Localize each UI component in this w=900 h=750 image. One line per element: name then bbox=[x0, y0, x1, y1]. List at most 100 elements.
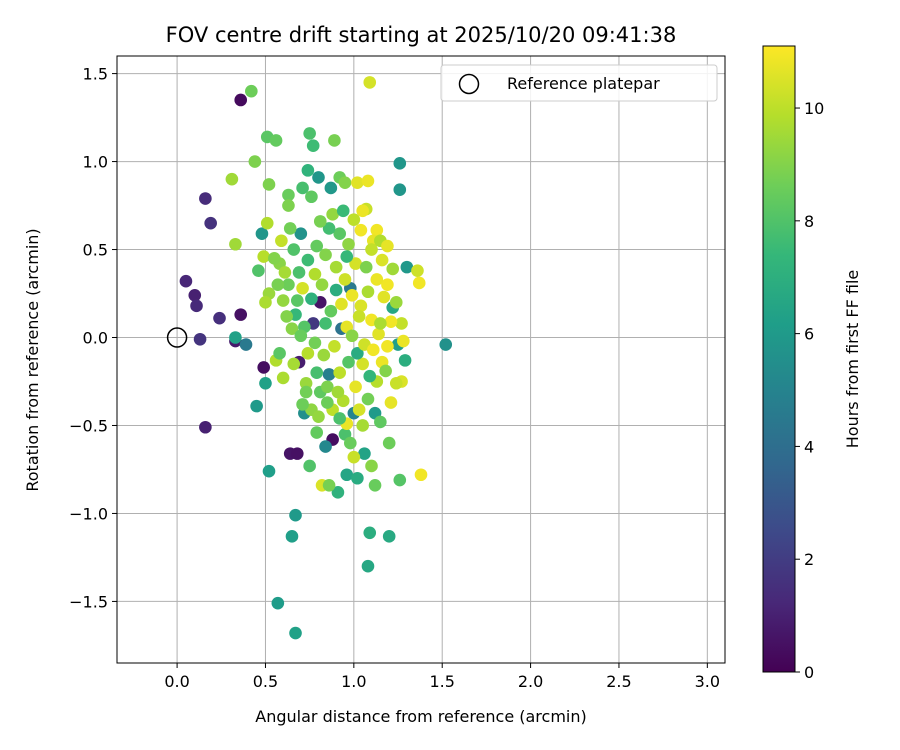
data-point bbox=[333, 366, 346, 379]
data-point bbox=[324, 304, 338, 318]
data-point bbox=[328, 340, 341, 353]
data-point bbox=[319, 440, 332, 453]
data-point bbox=[340, 468, 354, 482]
data-point bbox=[351, 347, 364, 360]
data-point bbox=[312, 410, 325, 423]
data-point bbox=[271, 596, 285, 610]
data-point bbox=[324, 181, 338, 195]
data-point bbox=[354, 299, 368, 313]
data-point bbox=[400, 260, 414, 274]
data-point bbox=[308, 336, 322, 350]
data-point bbox=[338, 273, 352, 286]
colorbar-tick-label: 8 bbox=[804, 212, 814, 231]
data-point bbox=[255, 227, 269, 241]
colorbar-ticks: 0 2 4 6 8 10 bbox=[795, 99, 824, 682]
data-point bbox=[356, 204, 369, 218]
data-point bbox=[310, 239, 324, 253]
data-point bbox=[395, 317, 408, 330]
data-point bbox=[331, 385, 345, 399]
data-point bbox=[303, 459, 316, 473]
data-point bbox=[289, 626, 302, 640]
data-point bbox=[250, 399, 263, 413]
data-point bbox=[366, 343, 380, 357]
data-point bbox=[262, 178, 276, 191]
data-point bbox=[386, 262, 400, 276]
data-point bbox=[411, 264, 424, 277]
data-point bbox=[276, 371, 290, 385]
data-point bbox=[393, 157, 407, 170]
data-point bbox=[351, 471, 364, 485]
data-point bbox=[285, 322, 299, 336]
data-point bbox=[229, 331, 242, 344]
data-point bbox=[381, 278, 394, 292]
data-point bbox=[313, 215, 327, 228]
data-point bbox=[361, 559, 375, 573]
data-point bbox=[299, 376, 313, 390]
data-point bbox=[331, 486, 345, 499]
data-point bbox=[257, 361, 270, 374]
data-point bbox=[282, 188, 295, 202]
colorbar-gradient bbox=[762, 45, 796, 673]
data-point bbox=[199, 192, 212, 205]
data-point bbox=[289, 508, 302, 522]
data-point bbox=[322, 368, 336, 381]
data-point bbox=[278, 266, 292, 279]
data-point bbox=[359, 260, 373, 274]
data-point bbox=[308, 267, 322, 281]
data-point bbox=[273, 347, 286, 360]
data-point bbox=[356, 419, 369, 432]
data-point bbox=[358, 447, 371, 460]
data-point bbox=[276, 294, 290, 307]
data-point bbox=[329, 283, 343, 297]
data-point bbox=[381, 340, 394, 353]
legend-marker-icon bbox=[458, 73, 480, 95]
data-point bbox=[393, 473, 407, 487]
data-point bbox=[349, 257, 362, 270]
data-point bbox=[361, 285, 375, 299]
data-point bbox=[321, 396, 334, 409]
data-point bbox=[179, 274, 193, 288]
data-point bbox=[260, 216, 274, 230]
data-point bbox=[239, 338, 253, 351]
data-point bbox=[351, 176, 364, 189]
data-point bbox=[245, 84, 258, 98]
x-tick-label: 1.0 bbox=[341, 672, 366, 691]
data-point bbox=[305, 190, 318, 204]
data-point bbox=[259, 376, 272, 390]
data-point bbox=[299, 385, 313, 399]
data-point bbox=[326, 208, 339, 221]
data-point bbox=[305, 292, 318, 306]
data-point bbox=[287, 357, 301, 371]
data-point bbox=[382, 530, 396, 543]
colorbar: 0 2 4 6 8 10 Hours from first FF file bbox=[762, 45, 862, 682]
data-point bbox=[319, 317, 332, 330]
data-point bbox=[389, 376, 403, 390]
data-point bbox=[397, 334, 410, 348]
data-point bbox=[345, 329, 359, 343]
colorbar-tick-label: 0 bbox=[804, 663, 814, 682]
data-point bbox=[190, 299, 203, 313]
data-point bbox=[280, 310, 293, 323]
chart-title: FOV centre drift starting at 2025/10/20 … bbox=[166, 23, 677, 47]
y-axis-label: Rotation from reference (arcmin) bbox=[23, 228, 42, 491]
data-point bbox=[363, 369, 377, 383]
data-point bbox=[310, 366, 324, 379]
data-point bbox=[193, 332, 207, 346]
data-point bbox=[294, 227, 308, 241]
y-tick-label: 1.0 bbox=[83, 153, 108, 172]
data-point bbox=[248, 155, 262, 168]
data-point bbox=[294, 329, 308, 343]
data-point bbox=[342, 237, 355, 251]
data-point bbox=[439, 338, 453, 351]
data-point bbox=[363, 76, 377, 89]
data-point bbox=[335, 297, 348, 311]
data-point bbox=[268, 252, 281, 265]
plot-frame bbox=[116, 55, 726, 664]
data-point bbox=[375, 253, 389, 267]
data-point bbox=[234, 308, 248, 321]
data-points bbox=[179, 76, 453, 640]
data-point bbox=[368, 478, 382, 492]
data-point bbox=[384, 315, 398, 328]
data-point bbox=[372, 327, 385, 341]
data-point bbox=[283, 222, 297, 235]
